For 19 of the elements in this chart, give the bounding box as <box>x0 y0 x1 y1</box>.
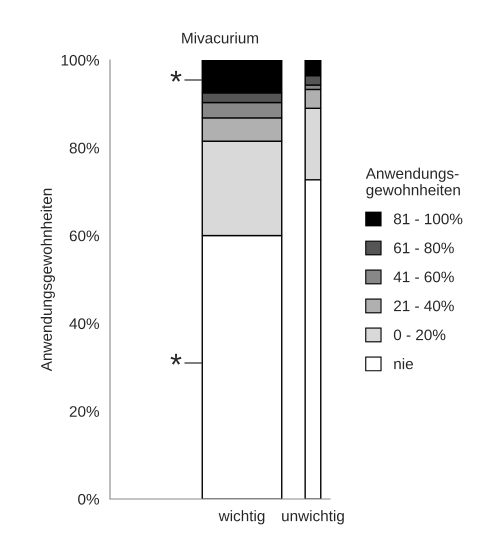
legend-label: 0 - 20% <box>394 329 446 340</box>
legend-label: 61 - 80% <box>394 242 454 254</box>
y-tick-label: 0% <box>78 494 100 505</box>
y-axis-title: Anwendungsgewohnheiten <box>40 188 55 372</box>
y-tick-label: 100% <box>62 54 100 66</box>
legend-label: nie <box>394 358 413 370</box>
legend-label: 81 - 100% <box>394 214 462 224</box>
y-tick-label: 20% <box>70 406 100 417</box>
legend-label: 21 - 40% <box>394 300 454 312</box>
legend-title: Anwendungs- gewohnheiten <box>366 168 460 198</box>
text: * <box>170 70 182 82</box>
x-tick-label: wichtig <box>218 510 264 524</box>
y-tick-label: 80% <box>70 142 100 154</box>
text: * <box>170 354 182 365</box>
legend-label: 41 - 60% <box>394 272 454 282</box>
chart-title: Mivacurium <box>182 32 258 44</box>
x-tick-label: unwichtig <box>282 510 344 524</box>
y-tick-label: 60% <box>70 230 100 242</box>
y-tick-label: 40% <box>69 318 100 330</box>
